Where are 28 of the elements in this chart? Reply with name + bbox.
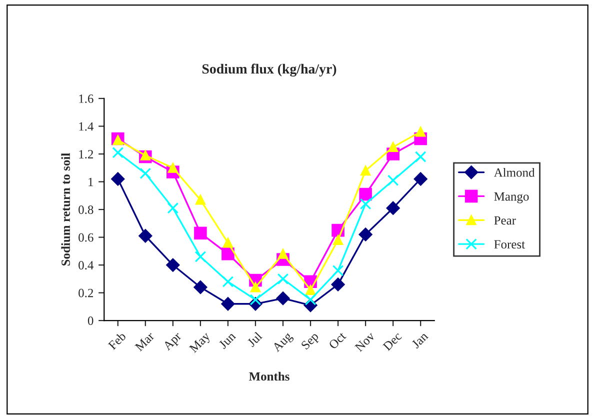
x-tick-label: Dec	[382, 332, 402, 352]
chart-title: Sodium flux (kg/ha/yr)	[202, 64, 336, 77]
y-tick-label: 0	[88, 316, 94, 325]
y-tick-label: 0.4	[78, 261, 94, 270]
x-tick-label: Apr	[162, 331, 184, 353]
x-tick-label: Nov	[354, 331, 376, 352]
y-tick-label: 1.4	[79, 122, 94, 131]
legend-label: Almond	[494, 168, 535, 177]
legend-label: Mango	[494, 192, 529, 204]
y-tick-label: 1	[88, 178, 93, 186]
y-tick-label: 0.6	[78, 233, 94, 242]
x-axis-title: Months	[248, 372, 290, 381]
x-tick-label: Jul	[246, 331, 263, 348]
x-tick-label: May	[188, 331, 213, 355]
y-tick-label: 0.2	[78, 288, 94, 298]
x-tick-label: Jun	[218, 331, 236, 350]
x-tick-label: Sep	[300, 332, 321, 352]
y-axis-title: Sodium return to soil	[61, 153, 70, 266]
y-tick-label: 1.6	[79, 94, 94, 103]
x-tick-label: Oct	[328, 331, 347, 350]
x-tick-label: Feb	[108, 331, 126, 350]
legend-label: Pear	[494, 216, 516, 225]
x-tick-label: Jan	[411, 331, 429, 349]
x-tick-label: Aug	[272, 331, 294, 354]
y-tick-label: 1.2	[79, 150, 94, 158]
legend-label: Forest	[494, 240, 525, 249]
x-tick-label: Mar	[134, 331, 155, 352]
y-tick-label: 0.8	[78, 206, 94, 214]
